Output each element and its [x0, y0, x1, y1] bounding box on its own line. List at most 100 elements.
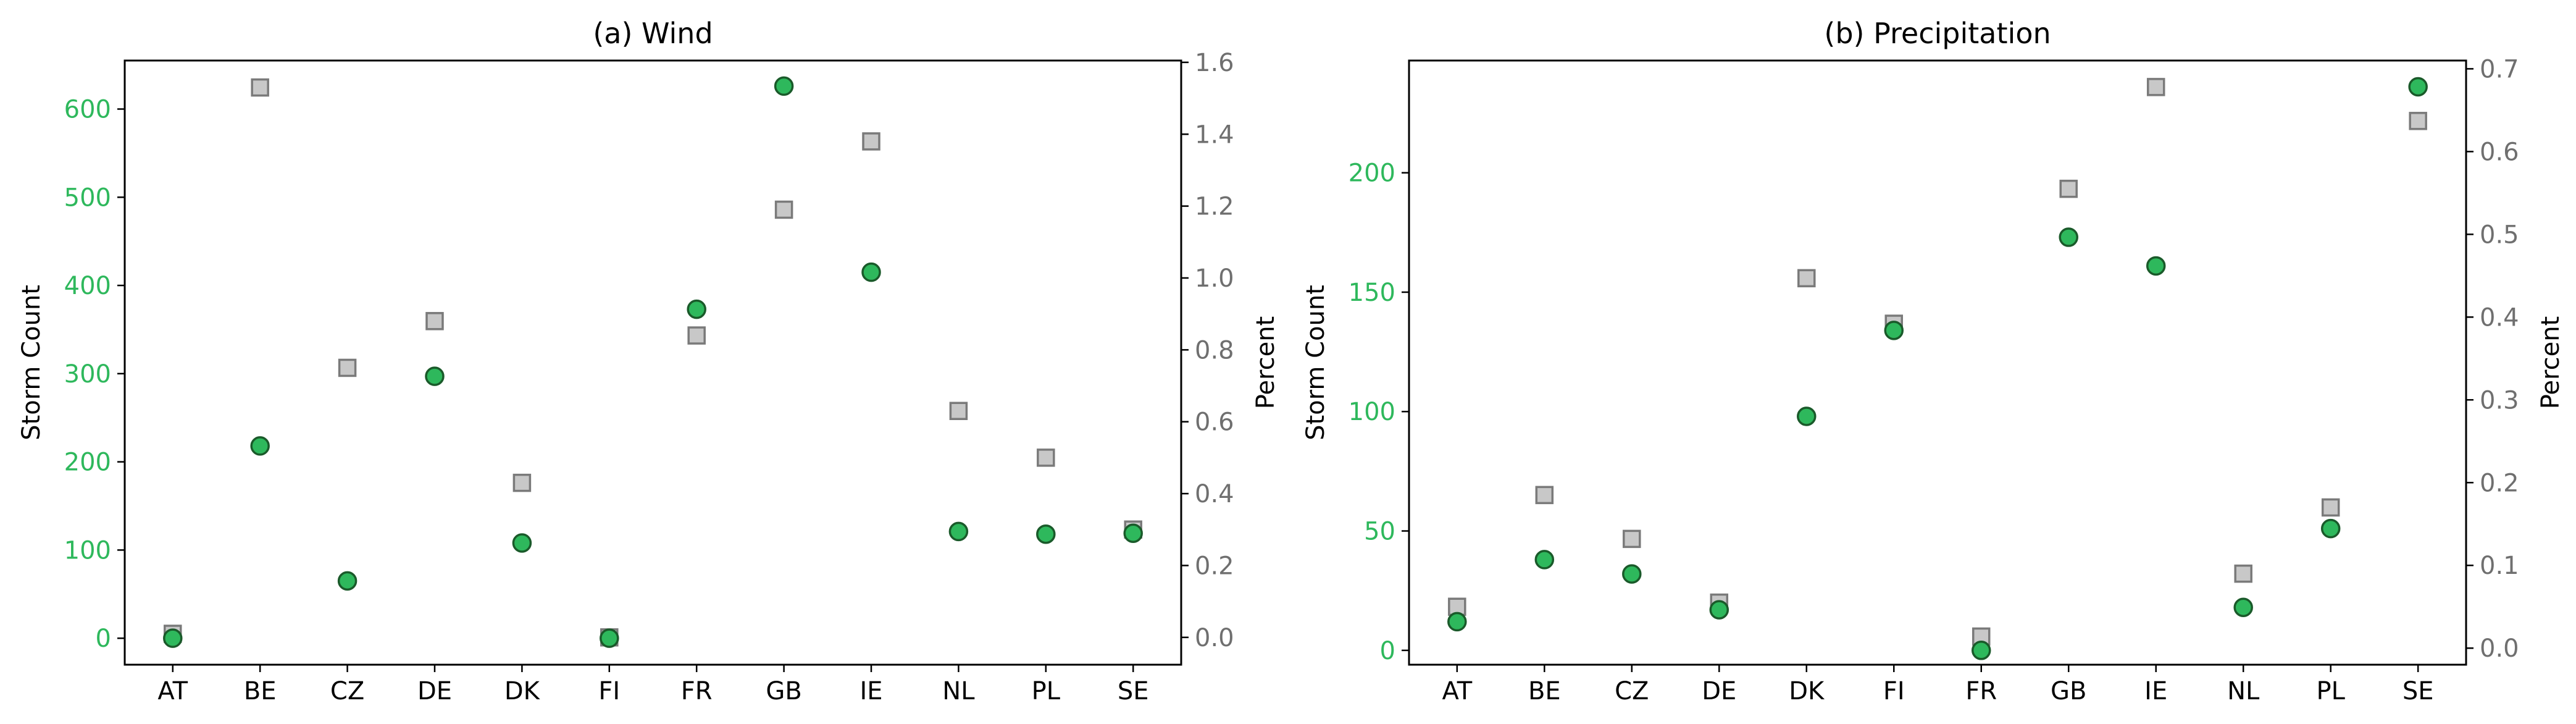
y-tick-label-left: 300: [64, 360, 111, 389]
x-tick-label: GB: [766, 677, 801, 705]
chart-title: (a) Wind: [593, 17, 713, 50]
storm-count-marker-circle: [2320, 518, 2341, 539]
percent-marker-square: [1037, 448, 1055, 467]
x-tick-label: DE: [1702, 677, 1736, 705]
storm-count-marker-circle: [512, 533, 532, 553]
x-tick-label: PL: [1032, 677, 1061, 705]
y-axis-label-left: Storm Count: [1302, 285, 1330, 440]
storm-count-marker-circle: [1884, 321, 1904, 340]
storm-count-marker-circle: [2146, 256, 2166, 276]
storm-count-marker-circle: [337, 571, 358, 591]
storm-count-marker-circle: [861, 262, 881, 282]
storm-count-marker-circle: [2233, 597, 2253, 617]
x-tick-label: NL: [942, 677, 975, 705]
y-tick-label-right: 0.6: [1195, 408, 1234, 437]
storm-count-marker-circle: [1622, 564, 1642, 584]
chart-panel-0: (a) Wind AT BE CZ DE DK FI FR GB IE NL PL SE 0 100 200 3…: [17, 17, 1280, 705]
percent-marker-square: [1535, 486, 1554, 505]
x-tick-label: DK: [504, 677, 541, 705]
percent-marker-square: [774, 200, 793, 219]
y-tick-label-right: 0.4: [2480, 303, 2519, 332]
y-tick-label-left: 200: [64, 448, 111, 477]
x-tick-label: BE: [244, 677, 277, 705]
y-tick-label-left: 150: [1349, 279, 1395, 307]
x-tick-label: DE: [417, 677, 452, 705]
y-tick-label-right: 1.0: [1195, 264, 1234, 293]
percent-marker-square: [338, 358, 357, 377]
percent-marker-square: [1797, 269, 1816, 288]
y-tick-label-right: 0.0: [1195, 624, 1234, 652]
y-tick-label-left: 0: [96, 625, 111, 653]
chart-title: (b) Precipitation: [1824, 17, 2051, 50]
y-tick-label-right: 0.6: [2480, 138, 2519, 166]
storm-count-marker-circle: [1447, 612, 1467, 632]
y-tick-label-left: 600: [64, 96, 111, 124]
storm-count-marker-circle: [163, 628, 183, 648]
plot-frame: [1408, 59, 2467, 666]
y-tick-label-left: 100: [64, 536, 111, 565]
storm-count-marker-circle: [948, 521, 969, 542]
storm-count-marker-circle: [250, 436, 270, 456]
plot-frame: [123, 59, 1182, 666]
y-tick-label-right: 0.1: [2480, 552, 2519, 580]
x-tick-label: AT: [157, 677, 188, 705]
y-tick-label-right: 0.8: [1195, 336, 1234, 364]
storm-count-marker-circle: [774, 76, 794, 96]
x-tick-label: FR: [681, 677, 713, 705]
storm-count-marker-circle: [2059, 227, 2078, 247]
percent-marker-square: [251, 78, 269, 97]
storm-count-marker-circle: [1709, 600, 1729, 620]
chart-panel-1: (b) Precipitation AT BE CZ DE DK FI FR GB IE NL PL S…: [1302, 17, 2565, 705]
y-tick-label-right: 0.3: [2480, 386, 2519, 415]
y-tick-label-right: 0.2: [1195, 552, 1234, 580]
percent-marker-square: [2409, 112, 2427, 130]
y-axis-label-left: Storm Count: [17, 285, 46, 440]
y-tick-label-left: 400: [64, 272, 111, 300]
storm-count-marker-circle: [600, 628, 619, 648]
y-tick-label-right: 0.7: [2480, 55, 2519, 83]
y-tick-label-left: 200: [1349, 159, 1395, 188]
storm-count-marker-circle: [687, 299, 706, 319]
percent-marker-square: [512, 473, 532, 492]
storm-count-marker-circle: [1036, 524, 1056, 544]
x-tick-label: NL: [2227, 677, 2260, 705]
y-tick-label-right: 1.2: [1195, 193, 1234, 221]
x-tick-label: CZ: [1615, 677, 1649, 705]
storm-count-marker-circle: [1797, 406, 1817, 426]
percent-marker-square: [949, 402, 968, 421]
y-tick-label-left: 100: [1349, 398, 1395, 426]
storm-count-marker-circle: [1971, 641, 1991, 660]
x-tick-label: BE: [1528, 677, 1561, 705]
storm-count-marker-circle: [1534, 550, 1555, 570]
x-tick-label: AT: [1442, 677, 1472, 705]
x-tick-label: FI: [1883, 677, 1905, 705]
storm-count-marker-circle: [1123, 523, 1143, 544]
x-tick-label: IE: [2144, 677, 2167, 705]
y-tick-label-right: 1.6: [1195, 49, 1234, 77]
x-tick-label: FR: [1965, 677, 1997, 705]
y-tick-label-right: 0.5: [2480, 221, 2519, 249]
y-axis-label-right: Percent: [2536, 316, 2565, 410]
x-tick-label: FI: [598, 677, 620, 705]
percent-marker-square: [425, 312, 444, 330]
y-tick-label-right: 1.4: [1195, 120, 1234, 149]
x-tick-label: DK: [1789, 677, 1825, 705]
percent-marker-square: [687, 326, 706, 345]
y-tick-label-right: 0.0: [2480, 634, 2519, 663]
x-tick-label: GB: [2051, 677, 2086, 705]
x-tick-label: SE: [2402, 677, 2434, 705]
percent-marker-square: [1623, 529, 1641, 549]
percent-marker-square: [2234, 564, 2252, 583]
x-tick-label: PL: [2316, 677, 2345, 705]
x-tick-label: CZ: [330, 677, 364, 705]
y-tick-label-right: 0.2: [2480, 469, 2519, 497]
y-tick-label-left: 50: [1364, 518, 1395, 546]
percent-marker-square: [2059, 179, 2078, 198]
y-tick-label-right: 0.4: [1195, 480, 1234, 508]
x-tick-label: IE: [859, 677, 882, 705]
percent-marker-square: [2146, 78, 2165, 96]
y-axis-label-right: Percent: [1252, 316, 1280, 410]
percent-marker-square: [2321, 498, 2340, 517]
percent-marker-square: [862, 132, 880, 151]
